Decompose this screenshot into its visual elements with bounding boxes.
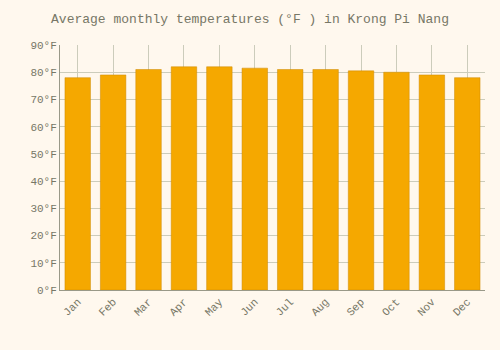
- svg-text:30°F: 30°F: [30, 203, 56, 215]
- svg-text:0°F: 0°F: [37, 285, 57, 297]
- svg-text:Jan: Jan: [61, 296, 83, 318]
- svg-text:50°F: 50°F: [30, 149, 56, 161]
- svg-text:Jul: Jul: [274, 296, 296, 318]
- svg-text:Apr: Apr: [167, 296, 189, 318]
- svg-text:Feb: Feb: [97, 296, 119, 318]
- svg-text:Sep: Sep: [345, 296, 367, 318]
- svg-text:Oct: Oct: [380, 296, 402, 318]
- svg-text:80°F: 80°F: [30, 67, 56, 79]
- svg-text:20°F: 20°F: [30, 230, 56, 242]
- svg-text:Mar: Mar: [132, 296, 154, 318]
- svg-text:60°F: 60°F: [30, 122, 56, 134]
- svg-text:10°F: 10°F: [30, 258, 56, 270]
- svg-text:70°F: 70°F: [30, 94, 56, 106]
- svg-text:Nov: Nov: [415, 296, 438, 319]
- svg-text:40°F: 40°F: [30, 176, 56, 188]
- svg-text:Jun: Jun: [238, 296, 260, 318]
- svg-text:Average monthly temperatures (: Average monthly temperatures (°F ) in Kr…: [51, 12, 449, 27]
- svg-text:May: May: [203, 296, 226, 319]
- svg-text:Dec: Dec: [451, 296, 473, 318]
- svg-text:90°F: 90°F: [30, 40, 56, 52]
- svg-text:Aug: Aug: [309, 296, 331, 318]
